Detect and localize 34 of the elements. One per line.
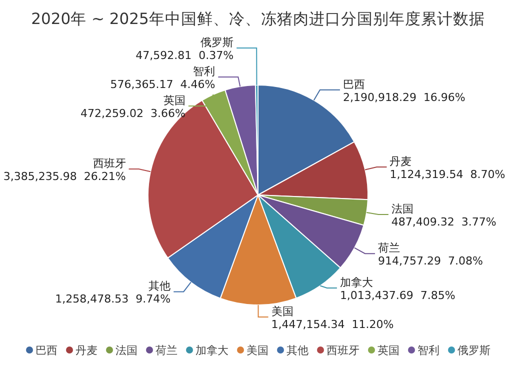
data-label: 576,365.17 4.46% bbox=[110, 78, 216, 91]
slice-label: 俄罗斯 bbox=[200, 36, 234, 49]
data-label: 3,385,235.98 26.21% bbox=[3, 170, 126, 184]
slice-label: 其他 bbox=[148, 280, 171, 293]
legend-label: 巴西 bbox=[36, 344, 58, 357]
data-label: 47,592.81 0.37% bbox=[136, 49, 234, 62]
data-label: 1,447,154.34 11.20% bbox=[271, 318, 394, 331]
legend-label: 智利 bbox=[418, 344, 440, 357]
legend-label: 英国 bbox=[378, 344, 400, 357]
slice-label: 丹麦 bbox=[390, 154, 412, 168]
legend-label: 其他 bbox=[286, 344, 308, 357]
data-label: 487,409.32 3.77% bbox=[391, 215, 496, 228]
slice-label: 英国 bbox=[163, 94, 186, 107]
legend-label: 法国 bbox=[116, 344, 138, 357]
data-label: 472,259.02 3.66% bbox=[80, 107, 186, 120]
chart-title: 2020年 ~ 2025年中国鲜、冷、冻猪肉进口分国别年度累计数据 bbox=[31, 10, 485, 28]
slice-label: 法国 bbox=[391, 202, 414, 216]
legend-label: 丹麦 bbox=[76, 344, 98, 357]
legend-label: 荷兰 bbox=[156, 344, 178, 357]
slice-label: 智利 bbox=[193, 65, 216, 78]
data-label: 1,013,437.69 7.85% bbox=[340, 289, 456, 302]
legend-label: 美国 bbox=[246, 344, 268, 357]
legend-label: 加拿大 bbox=[196, 344, 228, 357]
data-label: 1,124,319.54 8.70% bbox=[390, 168, 506, 181]
legend-label: 西班牙 bbox=[326, 344, 360, 357]
slice-label: 西班牙 bbox=[92, 157, 126, 170]
slice-label: 美国 bbox=[271, 305, 294, 318]
slice-label: 加拿大 bbox=[340, 276, 373, 289]
legend-label: 俄罗斯 bbox=[458, 344, 490, 357]
data-label: 914,757.29 7.08% bbox=[378, 254, 483, 268]
data-label: 2,190,918.29 16.96% bbox=[342, 90, 466, 104]
data-label: 1,258,478.53 9.74% bbox=[55, 292, 171, 306]
slice-label: 荷兰 bbox=[378, 242, 400, 255]
slice-label: 巴西 bbox=[342, 78, 365, 91]
